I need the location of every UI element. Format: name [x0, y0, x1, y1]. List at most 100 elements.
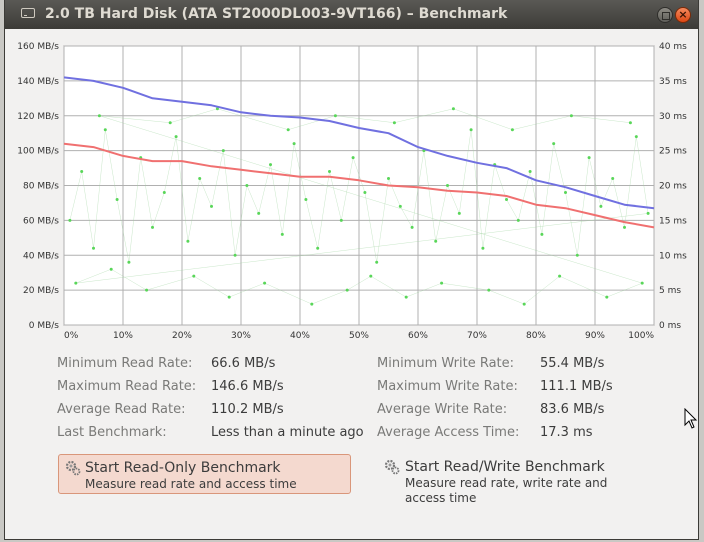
last-benchmark-label: Last Benchmark: [57, 425, 167, 440]
y-left-tick-label: 140 MB/s [17, 77, 59, 87]
access-seek-line [288, 115, 336, 130]
access-time-point [564, 190, 567, 194]
y-left-tick-label: 60 MB/s [23, 216, 59, 226]
write-rate-line [63, 142, 655, 229]
access-time-point [257, 211, 261, 215]
access-time-point [174, 135, 178, 139]
access-seek-line [217, 108, 289, 130]
access-time-point [210, 204, 213, 208]
access-seek-line [175, 136, 189, 242]
restore-button[interactable] [657, 7, 673, 23]
y-left-tick-label: 160 MB/s [17, 42, 59, 52]
access-time-point [109, 267, 113, 271]
access-seek-line [470, 129, 484, 249]
y-right-tick-label: 35 ms [659, 77, 687, 87]
access-time-point [640, 281, 644, 285]
access-time-point [528, 170, 532, 174]
access-time-point [628, 121, 632, 125]
start-read-write-benchmark-button[interactable]: Start Read/Write Benchmark Measure read … [378, 456, 678, 512]
access-seek-line [565, 192, 578, 256]
access-time-point [634, 135, 638, 139]
access-seek-line [293, 143, 307, 200]
access-seek-line [234, 185, 248, 256]
max-read-label: Maximum Read Rate: [57, 379, 197, 394]
benchmark-chart: 0% 10% 20% 30% 40% 50% 60% 70% 80% 90% 100% 0 MB/s 2… [17, 42, 687, 341]
access-time-point [168, 121, 172, 125]
access-seek-line [588, 157, 602, 207]
read-only-description: Measure read rate and access time [85, 477, 297, 491]
access-time-point [540, 232, 544, 236]
x-tick-label: 50% [349, 331, 369, 341]
x-tick-label: 100% [628, 331, 654, 341]
start-read-only-benchmark-button[interactable]: Start Read-Only Benchmark Measure read r… [58, 454, 351, 494]
title-bar[interactable]: 2.0 TB Hard Disk (ATA ST2000DL003-9VT166… [5, 0, 698, 29]
window-menu-icon[interactable] [21, 8, 35, 18]
last-benchmark-value: Less than a minute ago [211, 425, 364, 440]
access-time-point [487, 288, 491, 292]
x-tick-label: 60% [408, 331, 428, 341]
x-tick-label: 70% [467, 331, 487, 341]
access-time-point [611, 177, 615, 181]
access-time-point [198, 177, 202, 181]
y-left-tick-label: 100 MB/s [17, 147, 59, 157]
access-seek-line [394, 108, 454, 123]
access-time-point [68, 218, 72, 222]
access-time-point [145, 288, 149, 292]
access-seek-line [341, 157, 354, 221]
y-left-tick-label: 120 MB/s [17, 112, 59, 122]
access-seek-line [282, 143, 295, 235]
access-time-point [623, 225, 626, 229]
close-button[interactable]: × [675, 7, 691, 23]
access-seek-line [400, 206, 413, 228]
access-time-point [221, 149, 225, 153]
access-time-point [446, 184, 449, 187]
read-write-description: Measure read rate, write rate and access… [405, 476, 608, 505]
access-time-point [404, 295, 408, 299]
access-seek-line [459, 129, 472, 214]
access-seek-line [370, 275, 407, 298]
access-time-point [192, 274, 196, 278]
max-write-value: 111.1 MB/s [540, 379, 613, 394]
access-seek-line [264, 282, 312, 305]
access-time-point [286, 128, 290, 132]
min-read-label: Minimum Read Rate: [57, 356, 193, 371]
access-time-point [227, 295, 231, 299]
access-seek-line [193, 275, 230, 298]
access-seek-line [317, 171, 330, 249]
y-right-tick-label: 20 ms [659, 182, 687, 192]
x-tick-label: 40% [290, 331, 310, 341]
access-time-point [280, 232, 284, 236]
x-tick-label: 0% [64, 331, 79, 341]
access-seek-line [559, 275, 607, 298]
access-seek-line [553, 143, 566, 193]
access-seek-line [600, 178, 613, 207]
benchmark-gear-icon [65, 460, 81, 476]
access-seek-line [164, 136, 177, 193]
access-time-point [457, 211, 461, 215]
x-tick-label: 90% [585, 331, 605, 341]
access-time-point [410, 225, 414, 229]
access-seek-line [506, 199, 519, 221]
read-write-title: Start Read/Write Benchmark [405, 459, 605, 475]
access-seek-line [494, 164, 507, 200]
access-time-point [351, 156, 355, 160]
access-seek-line [376, 178, 389, 263]
access-time-point [292, 142, 296, 146]
access-seek-line [99, 115, 171, 123]
access-seek-line [305, 199, 318, 249]
access-time-point [115, 197, 119, 201]
avg-read-value: 110.2 MB/s [211, 402, 284, 417]
access-seek-line [529, 171, 543, 235]
window-title: 2.0 TB Hard Disk (ATA ST2000DL003-9VT166… [45, 6, 508, 22]
access-seek-line [335, 115, 395, 123]
access-seek-line [347, 275, 371, 291]
access-seek-line [406, 282, 442, 298]
access-seek-line [111, 268, 147, 291]
access-seek-line [571, 115, 631, 123]
access-time-point [434, 239, 438, 243]
access-seek-line [512, 115, 572, 130]
y-right-tick-label: 15 ms [659, 216, 687, 226]
access-seek-line [435, 185, 448, 242]
y-left-tick-label: 0 MB/s [29, 321, 60, 331]
access-time-point [127, 260, 131, 264]
